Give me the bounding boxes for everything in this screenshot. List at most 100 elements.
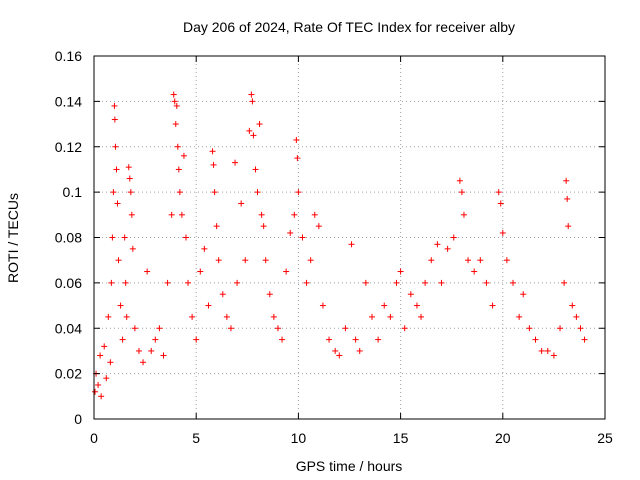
data-point	[92, 388, 99, 395]
data-point	[287, 229, 294, 236]
data-point	[299, 234, 306, 241]
data-point	[332, 347, 339, 354]
data-point	[465, 257, 472, 264]
data-point	[368, 313, 375, 320]
data-point	[109, 234, 116, 241]
data-point	[254, 189, 261, 196]
y-tick-label: 0	[74, 411, 82, 427]
data-point	[362, 279, 369, 286]
data-point	[182, 234, 189, 241]
chart-title: Day 206 of 2024, Rate Of TEC Index for r…	[183, 19, 515, 35]
data-point	[127, 189, 134, 196]
data-point	[242, 257, 249, 264]
x-tick-labels: 0 5 10 15 20 25	[90, 430, 613, 446]
y-tick-label: 0.14	[55, 93, 82, 109]
data-point	[326, 336, 333, 343]
data-point	[174, 143, 181, 150]
data-point	[108, 279, 115, 286]
data-point	[258, 211, 265, 218]
data-point	[110, 189, 117, 196]
data-point	[180, 152, 187, 159]
data-point	[303, 279, 310, 286]
y-tick-labels: 0 0.02 0.04 0.06 0.08 0.1 0.12 0.14 0.16	[55, 48, 82, 427]
data-point	[197, 268, 204, 275]
data-point	[456, 177, 463, 184]
data-point	[352, 336, 359, 343]
data-point	[98, 393, 105, 400]
data-point	[211, 189, 218, 196]
data-point	[126, 175, 133, 182]
data-point	[307, 257, 314, 264]
data-point	[185, 279, 192, 286]
data-point	[274, 325, 281, 332]
x-tick-label: 15	[393, 430, 409, 446]
axis-ticks	[93, 55, 606, 420]
data-point	[550, 352, 557, 359]
data-point	[148, 347, 155, 354]
data-point	[381, 302, 388, 309]
data-point	[178, 211, 185, 218]
data-point	[140, 359, 147, 366]
data-point	[279, 336, 286, 343]
data-point	[125, 164, 132, 171]
data-point	[227, 325, 234, 332]
data-point	[266, 291, 273, 298]
data-point	[471, 268, 478, 275]
data-point	[356, 347, 363, 354]
data-point	[101, 343, 108, 350]
data-point	[564, 195, 571, 202]
data-point	[348, 241, 355, 248]
data-point	[131, 325, 138, 332]
data-point	[105, 313, 112, 320]
data-point	[444, 245, 451, 252]
data-point	[189, 313, 196, 320]
data-point	[95, 381, 102, 388]
data-point	[112, 143, 119, 150]
data-point	[248, 91, 255, 98]
data-point	[213, 223, 220, 230]
y-tick-label: 0.1	[63, 184, 83, 200]
data-point	[172, 121, 179, 128]
data-point	[458, 189, 465, 196]
data-point	[270, 313, 277, 320]
data-point	[563, 177, 570, 184]
data-point	[122, 279, 129, 286]
y-tick-label: 0.06	[55, 275, 82, 291]
y-tick-label: 0.04	[55, 320, 82, 336]
data-point	[156, 325, 163, 332]
data-point	[450, 234, 457, 241]
y-tick-label: 0.12	[55, 139, 82, 155]
data-point	[256, 121, 263, 128]
data-point	[336, 352, 343, 359]
data-point	[295, 189, 302, 196]
data-point	[532, 336, 539, 343]
data-point	[375, 336, 382, 343]
data-point	[503, 257, 510, 264]
data-point	[121, 234, 128, 241]
data-point	[397, 268, 404, 275]
data-point	[260, 223, 267, 230]
data-point	[223, 313, 230, 320]
data-point	[205, 302, 212, 309]
data-point	[387, 313, 394, 320]
data-point	[168, 211, 175, 218]
data-point	[97, 352, 104, 359]
data-point	[119, 336, 126, 343]
data-point	[246, 127, 253, 134]
data-point	[516, 313, 523, 320]
data-point	[495, 189, 502, 196]
data-point	[438, 279, 445, 286]
data-point	[249, 98, 256, 105]
data-point	[215, 257, 222, 264]
data-point	[561, 279, 568, 286]
data-point	[234, 279, 241, 286]
x-tick-label: 5	[192, 430, 200, 446]
y-axis-label: ROTI / TECUs	[5, 193, 21, 283]
data-point	[499, 229, 506, 236]
data-point	[294, 155, 301, 162]
data-point	[291, 211, 298, 218]
data-point	[413, 302, 420, 309]
data-point	[114, 200, 121, 207]
data-point	[238, 200, 245, 207]
